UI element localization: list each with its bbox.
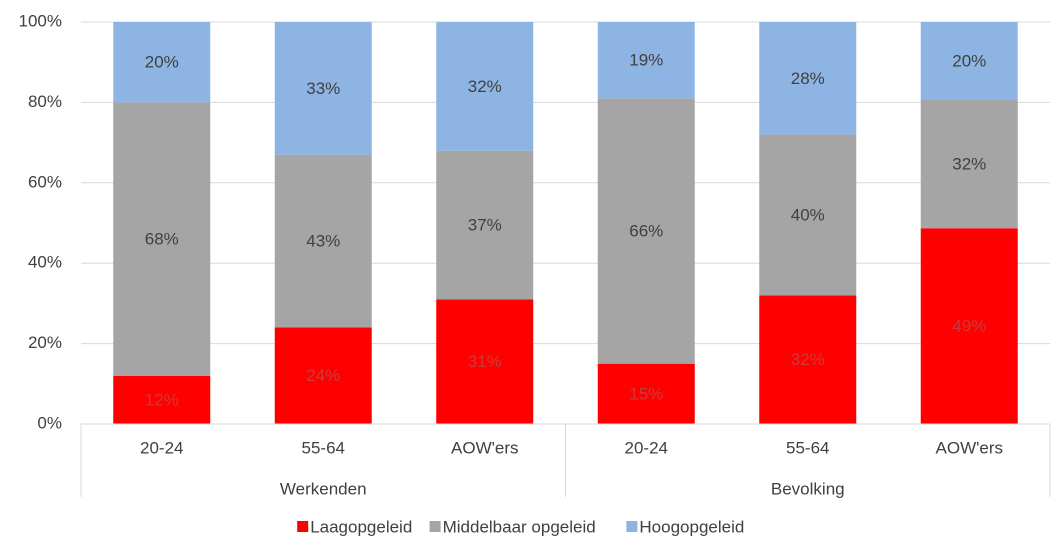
- bar-segment: [597, 98, 695, 364]
- data-label: 33%: [306, 79, 340, 98]
- data-label: 32%: [468, 77, 502, 96]
- bar-segment: [759, 295, 857, 424]
- data-label: 32%: [952, 155, 986, 174]
- legend-label: Middelbaar opgeleid: [443, 517, 596, 536]
- y-tick-label: 80%: [28, 92, 62, 111]
- data-label: 24%: [306, 366, 340, 385]
- data-label: 20%: [952, 51, 986, 70]
- bar-segment: [274, 327, 372, 424]
- data-label: 15%: [629, 384, 663, 403]
- data-label: 66%: [629, 222, 663, 241]
- bar-segment: [920, 228, 1018, 424]
- bar-segment: [920, 99, 1018, 229]
- bar-segment: [113, 102, 211, 376]
- group-label: Werkenden: [280, 479, 367, 498]
- legend-label: Hoogopgeleid: [639, 517, 744, 536]
- x-tick-label: 55-64: [786, 438, 829, 457]
- y-tick-label: 100%: [19, 11, 62, 30]
- x-tick-label: 20-24: [625, 438, 668, 457]
- bar-segment: [436, 22, 534, 151]
- data-label: 40%: [791, 205, 825, 224]
- x-tick-label: AOW'ers: [936, 438, 1003, 457]
- bar-segment: [759, 22, 857, 135]
- bar-segment: [597, 363, 695, 424]
- bar-segment: [113, 375, 211, 424]
- bar-segment: [113, 22, 211, 103]
- bar-segment: [436, 150, 534, 300]
- data-label: 12%: [145, 390, 179, 409]
- legend-swatch: [626, 521, 638, 532]
- x-tick-label: 20-24: [140, 438, 183, 457]
- legend-swatch: [429, 521, 441, 532]
- y-tick-label: 20%: [28, 333, 62, 352]
- x-tick-label: 55-64: [302, 438, 345, 457]
- data-label: 49%: [952, 317, 986, 336]
- y-tick-label: 60%: [28, 172, 62, 191]
- data-label: 19%: [629, 51, 663, 70]
- legend-label: Laagopgeleid: [310, 517, 412, 536]
- bar-segment: [274, 22, 372, 155]
- group-label: Bevolking: [771, 479, 845, 498]
- bar-segment: [597, 22, 695, 99]
- y-tick-label: 0%: [37, 413, 62, 432]
- bar-segment: [436, 299, 534, 424]
- data-label: 32%: [791, 350, 825, 369]
- legend-swatch: [297, 521, 309, 532]
- bar-segment: [274, 154, 372, 328]
- data-label: 31%: [468, 352, 502, 371]
- data-label: 43%: [306, 232, 340, 251]
- data-label: 68%: [145, 230, 179, 249]
- y-tick-label: 40%: [28, 253, 62, 272]
- bar-segment: [920, 22, 1018, 100]
- data-label: 37%: [468, 215, 502, 234]
- x-tick-label: AOW'ers: [451, 438, 518, 457]
- data-label: 28%: [791, 69, 825, 88]
- bar-segment: [759, 134, 857, 296]
- data-label: 20%: [145, 53, 179, 72]
